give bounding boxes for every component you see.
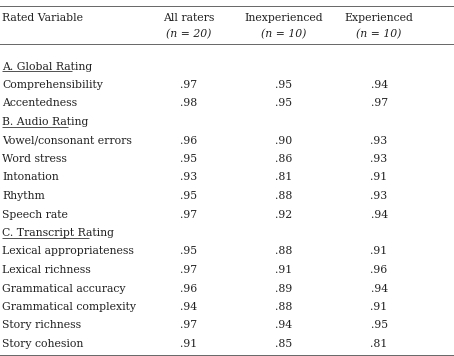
Text: Vowel/consonant errors: Vowel/consonant errors (2, 136, 132, 146)
Text: .94: .94 (370, 209, 388, 220)
Text: Intonation: Intonation (2, 173, 59, 183)
Text: .85: .85 (275, 339, 292, 349)
Text: .97: .97 (370, 99, 388, 109)
Text: .96: .96 (180, 283, 197, 293)
Text: .91: .91 (370, 173, 388, 183)
Text: .93: .93 (370, 136, 388, 146)
Text: .90: .90 (275, 136, 292, 146)
Text: .81: .81 (275, 173, 292, 183)
Text: (n = 20): (n = 20) (166, 29, 211, 39)
Text: .89: .89 (275, 283, 292, 293)
Text: .97: .97 (180, 320, 197, 330)
Text: Comprehensibility: Comprehensibility (2, 80, 103, 90)
Text: .91: .91 (275, 265, 292, 275)
Text: Accentedness: Accentedness (2, 99, 77, 109)
Text: Rhythm: Rhythm (2, 191, 45, 201)
Text: .94: .94 (275, 320, 292, 330)
Text: Word stress: Word stress (2, 154, 67, 164)
Text: .91: .91 (370, 246, 388, 257)
Text: .95: .95 (180, 246, 197, 257)
Text: C. Transcript Rating: C. Transcript Rating (2, 228, 114, 238)
Text: .88: .88 (275, 246, 292, 257)
Text: All raters: All raters (163, 13, 214, 23)
Text: .86: .86 (275, 154, 292, 164)
Text: Inexperienced: Inexperienced (244, 13, 323, 23)
Text: .94: .94 (370, 80, 388, 90)
Text: .95: .95 (370, 320, 388, 330)
Text: .95: .95 (180, 191, 197, 201)
Text: .94: .94 (180, 302, 197, 312)
Text: .95: .95 (275, 80, 292, 90)
Text: .96: .96 (370, 265, 388, 275)
Text: .88: .88 (275, 191, 292, 201)
Text: Story cohesion: Story cohesion (2, 339, 84, 349)
Text: .91: .91 (180, 339, 197, 349)
Text: .97: .97 (180, 80, 197, 90)
Text: Speech rate: Speech rate (2, 209, 68, 220)
Text: Grammatical accuracy: Grammatical accuracy (2, 283, 126, 293)
Text: .91: .91 (370, 302, 388, 312)
Text: .97: .97 (180, 265, 197, 275)
Text: .95: .95 (180, 154, 197, 164)
Text: (n = 10): (n = 10) (356, 29, 402, 39)
Text: Lexical richness: Lexical richness (2, 265, 91, 275)
Text: .93: .93 (180, 173, 197, 183)
Text: .81: .81 (370, 339, 388, 349)
Text: Experienced: Experienced (345, 13, 414, 23)
Text: .93: .93 (370, 154, 388, 164)
Text: .97: .97 (180, 209, 197, 220)
Text: Story richness: Story richness (2, 320, 81, 330)
Text: .93: .93 (370, 191, 388, 201)
Text: .92: .92 (275, 209, 292, 220)
Text: B. Audio Rating: B. Audio Rating (2, 117, 89, 127)
Text: .88: .88 (275, 302, 292, 312)
Text: Lexical appropriateness: Lexical appropriateness (2, 246, 134, 257)
Text: Grammatical complexity: Grammatical complexity (2, 302, 136, 312)
Text: .96: .96 (180, 136, 197, 146)
Text: (n = 10): (n = 10) (261, 29, 306, 39)
Text: .98: .98 (180, 99, 197, 109)
Text: A. Global Rating: A. Global Rating (2, 62, 93, 72)
Text: Rated Variable: Rated Variable (2, 13, 83, 23)
Text: .94: .94 (370, 283, 388, 293)
Text: .95: .95 (275, 99, 292, 109)
